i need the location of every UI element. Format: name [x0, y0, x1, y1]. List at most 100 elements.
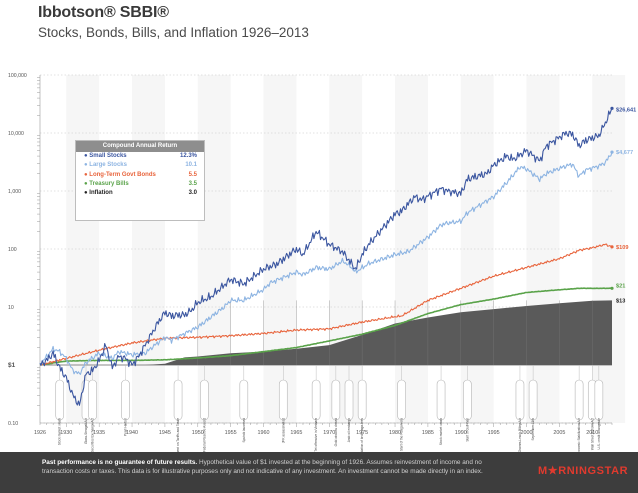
inflation-area — [40, 300, 612, 365]
x-tick-label: 1950 — [192, 430, 204, 436]
legend-label: Treasury Bills — [84, 180, 128, 189]
series-end-dot — [610, 245, 614, 249]
footer-bold-text: Past performance is no guarantee of futu… — [42, 459, 198, 466]
x-tick-label: 1985 — [422, 430, 434, 436]
series-line — [39, 151, 613, 375]
event-label: JFK assassinated — [281, 418, 285, 443]
footer-body-text: Hypothetical value of $1 invested at the… — [42, 459, 483, 475]
event-label: Glass-Steagall Act — [84, 418, 88, 444]
x-tick-label: 1935 — [93, 430, 105, 436]
event-pill — [278, 379, 288, 421]
event-pill — [121, 379, 130, 421]
legend-row: Small Stocks 12.3% — [76, 152, 204, 161]
x-tick-label: 1990 — [455, 430, 467, 436]
event-pill — [397, 379, 406, 421]
footer-disclaimer: Past performance is no guarantee of futu… — [42, 459, 512, 476]
event-label: U.S. Treasury-Federal Reserve Accord — [202, 418, 206, 452]
event-label: Stock market crash — [439, 418, 443, 446]
legend-label: Inflation — [84, 189, 112, 198]
x-tick-label: 2010 — [586, 430, 598, 436]
x-tick-label: 1960 — [258, 430, 270, 436]
event-pill — [331, 379, 341, 421]
event-pill — [200, 379, 209, 421]
event-label: Wall Street Reform Act — [590, 418, 594, 450]
footer: Past performance is no guarantee of futu… — [0, 452, 638, 493]
brand-title: Ibbotson® SBBI® — [38, 4, 169, 21]
header: Ibbotson® SBBI® Stocks, Bonds, Bills, an… — [38, 4, 309, 40]
chart-subtitle: Stocks, Bonds, Bills, and Inflation 1926… — [38, 25, 309, 40]
x-tick-label: 2000 — [521, 430, 533, 436]
y-tick-label: 1,000 — [8, 189, 21, 195]
legend-row: Large Stocks 10.1 — [76, 161, 204, 170]
x-tick-label: 1945 — [159, 430, 171, 436]
event-pill — [311, 379, 321, 421]
event-label: Gold window closed — [334, 418, 338, 447]
legend-row: Long-Term Govt Bonds 5.5 — [76, 171, 204, 180]
x-tick-label: 1940 — [126, 430, 138, 436]
y-tick-label: 100,000 — [8, 73, 27, 79]
event-label: Securities Exchange Act — [91, 418, 95, 452]
event-label: Start of Gulf War — [465, 417, 469, 442]
series-end-dot — [610, 150, 614, 154]
y-tick-label: $1 — [8, 362, 16, 369]
event-label: U.S. credit downgrade — [597, 418, 601, 450]
legend-label: Large Stocks — [84, 161, 127, 170]
event-pill — [239, 379, 249, 421]
series-end-label: $4,677 — [616, 150, 633, 156]
event-label: September 11th — [531, 418, 535, 441]
event-label: Tet offensive in Vietnam — [314, 418, 318, 452]
x-tick-label: 1926 — [34, 430, 46, 436]
legend-value: 10.1 — [185, 162, 197, 169]
legend-row: Treasury Bills 3.5 — [76, 180, 204, 189]
event-pill — [173, 379, 183, 421]
event-pill — [574, 379, 584, 421]
event-pill — [357, 379, 367, 421]
legend-label: Small Stocks — [84, 152, 126, 161]
series-end-label: $109 — [616, 245, 628, 251]
event-pill — [463, 379, 472, 421]
x-tick-label: 1955 — [225, 430, 237, 436]
series-end-label: $21 — [616, 283, 625, 289]
event-label: Gramm-Leach-Bliley Act — [518, 418, 522, 452]
x-tick-label: 1975 — [356, 430, 368, 436]
series-end-label: $26,641 — [616, 107, 636, 113]
event-label: Sputnik launched — [242, 418, 246, 443]
morningstar-logo: M★RNINGSTAR — [538, 465, 629, 477]
event-label: Pearl Harbor — [123, 417, 127, 436]
x-tick-label: 1995 — [488, 430, 500, 436]
legend: Compound Annual Return Small Stocks 12.3%… — [75, 140, 205, 221]
event-pill — [436, 379, 446, 421]
event-pill — [528, 379, 538, 421]
legend-label: Long-Term Govt Bonds — [84, 171, 156, 180]
event-label: Arab oil embargo — [347, 418, 351, 443]
y-tick-label: 100 — [8, 247, 17, 253]
x-tick-label: 1965 — [290, 430, 302, 436]
event-label: Stock market crash — [58, 418, 62, 446]
event-label: Start of the Reagan era — [400, 418, 404, 451]
y-tick-label: 0.10 — [8, 421, 18, 427]
series-end-label: $13 — [616, 298, 625, 304]
legend-rows: Small Stocks 12.3% Large Stocks 10.1 Long-Te… — [76, 152, 204, 198]
event-pill — [515, 379, 525, 421]
series-line — [39, 108, 613, 406]
legend-value: 3.0 — [188, 190, 197, 197]
y-tick-label: 10 — [8, 305, 14, 311]
event-label: General Agreement on Tariffs and Trade — [176, 418, 180, 452]
event-pill — [88, 379, 97, 421]
legend-title: Compound Annual Return — [76, 141, 204, 152]
event-label: May Day, the deregulation of brokerage f… — [360, 418, 364, 452]
legend-value: 3.5 — [188, 180, 197, 187]
x-tick-label: 2005 — [553, 430, 565, 436]
chart-canvas: 100,000 10,000 1,000 100 10 $1 0.10 1926 1930 193… — [8, 73, 636, 452]
y-tick-label: 10,000 — [8, 131, 24, 137]
event-label: Emergency Economic Stabilization Act — [577, 418, 581, 452]
series-end-dot — [610, 106, 614, 110]
series-end-dot — [610, 286, 614, 290]
event-pill — [55, 379, 65, 421]
series-line — [39, 243, 613, 366]
event-pill — [594, 379, 604, 421]
legend-value: 5.5 — [188, 171, 197, 178]
legend-value: 12.3% — [179, 153, 197, 159]
event-pill — [344, 379, 354, 421]
x-tick-label: 1970 — [323, 430, 335, 436]
